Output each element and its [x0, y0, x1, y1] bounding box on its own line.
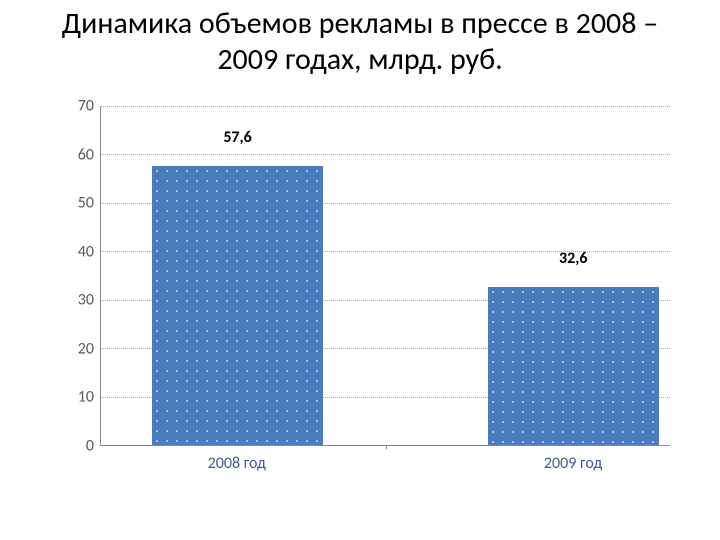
- y-tick-label: 20: [78, 339, 94, 358]
- bar-chart: 010203040506070 57,632,6 2008 год2009 го…: [60, 106, 680, 486]
- y-tick-label: 60: [78, 145, 94, 164]
- bar: [152, 166, 323, 445]
- gridline: [101, 154, 670, 155]
- gridline: [101, 106, 670, 107]
- x-tick-label: 2008 год: [208, 454, 266, 473]
- y-tick-label: 40: [78, 242, 94, 261]
- bar: [488, 287, 659, 445]
- plot-area: 57,6 32,6: [100, 106, 670, 446]
- y-tick-label: 50: [78, 194, 94, 213]
- y-tick-label: 70: [78, 97, 94, 116]
- y-tick-label: 10: [78, 388, 94, 407]
- x-axis: 2008 год 2009 год: [100, 446, 670, 486]
- page-title: Динамика объемов рекламы в прессе в 2008…: [0, 0, 720, 86]
- y-tick-label: 0: [86, 437, 94, 456]
- bar-value-label: 32,6: [559, 249, 587, 268]
- bar-value-label: 57,6: [223, 128, 251, 147]
- x-tick-label: 2009 год: [544, 454, 602, 473]
- y-tick-label: 30: [78, 291, 94, 310]
- y-axis: 010203040506070: [60, 106, 100, 446]
